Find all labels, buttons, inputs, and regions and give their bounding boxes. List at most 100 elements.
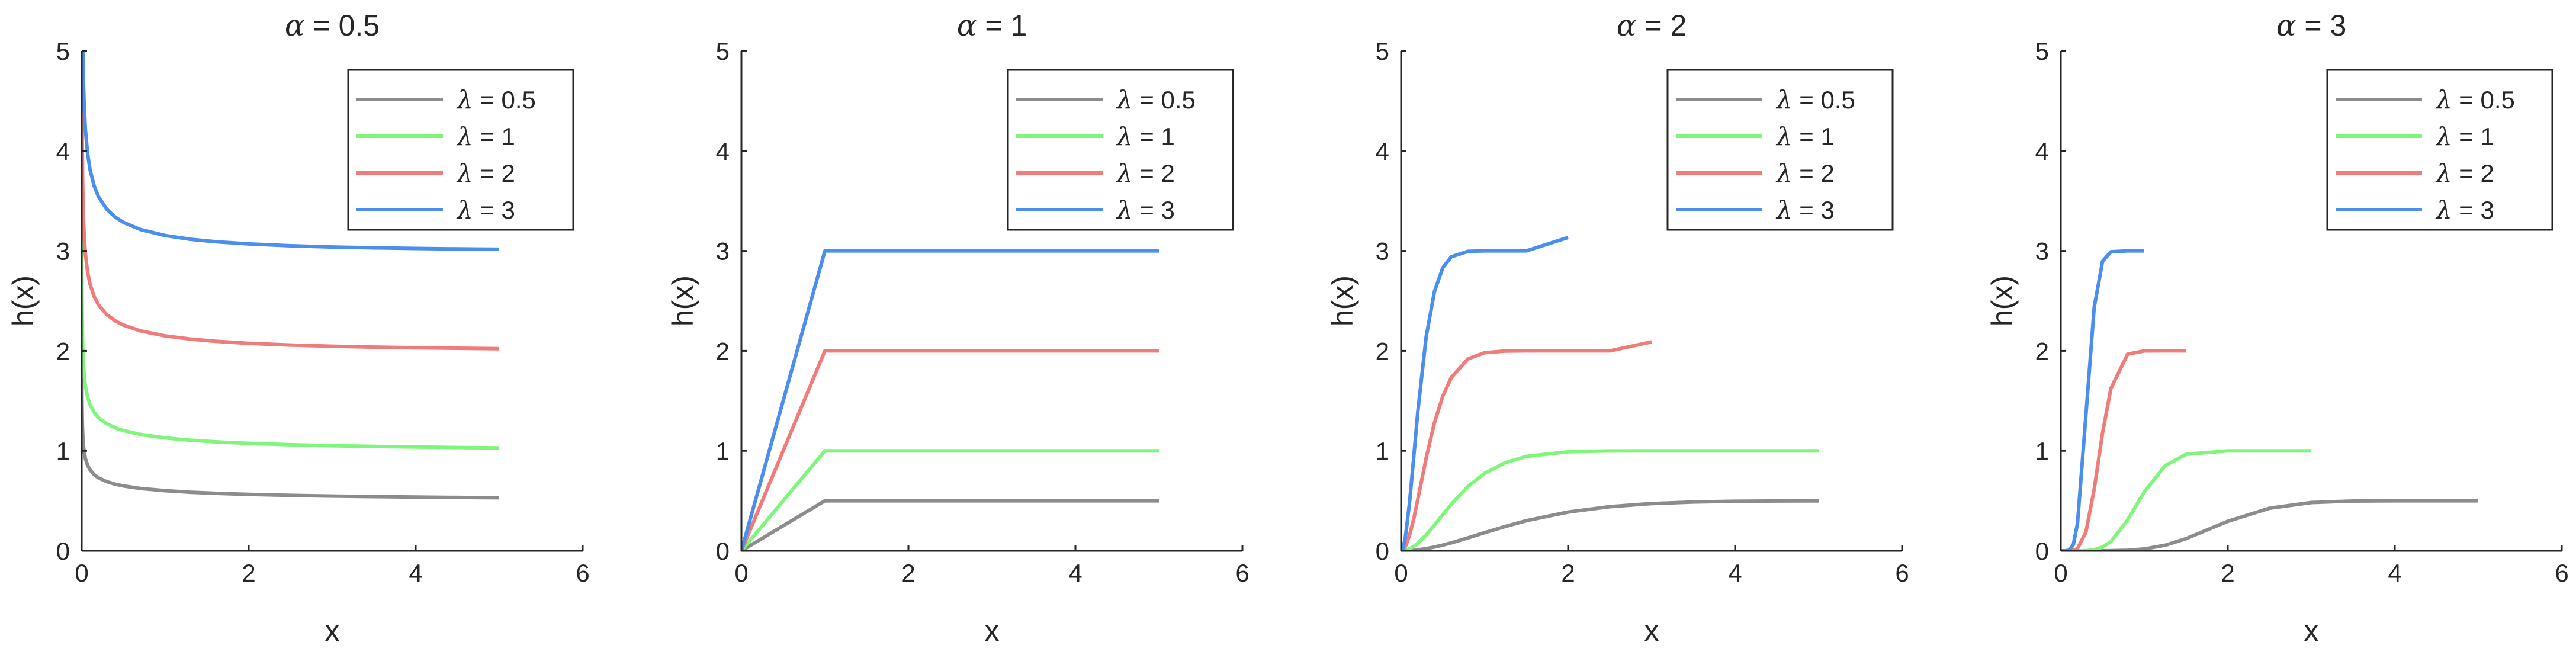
x-tick-label: 6 bbox=[576, 559, 589, 587]
series-line-2 bbox=[2061, 449, 2311, 551]
legend-symbol: λ bbox=[1775, 159, 1793, 188]
legend-entry-4: λ = 3 bbox=[1775, 195, 1835, 224]
title-value: = 0.5 bbox=[305, 9, 380, 42]
y-tick-label: 0 bbox=[716, 537, 730, 565]
y-tick-label: 2 bbox=[2035, 337, 2049, 365]
y-tick-label: 5 bbox=[716, 37, 730, 65]
legend-value: = 0.5 bbox=[473, 86, 536, 114]
legend-symbol: λ bbox=[456, 85, 473, 114]
chart-title: α = 1 bbox=[957, 8, 1027, 43]
y-tick-label: 5 bbox=[2035, 37, 2049, 65]
series-line-2 bbox=[1401, 449, 1819, 551]
legend-value: = 3 bbox=[2452, 196, 2494, 224]
y-tick-label: 4 bbox=[1376, 137, 1389, 165]
legend-entry-2: λ = 1 bbox=[1775, 122, 1835, 151]
y-tick-label: 1 bbox=[1376, 437, 1389, 465]
series-line-1 bbox=[82, 228, 500, 500]
legend-value: = 3 bbox=[473, 196, 515, 224]
series-line-4 bbox=[1401, 236, 1569, 551]
legend-value: = 2 bbox=[1793, 159, 1835, 187]
legend-entry-1: λ = 0.5 bbox=[456, 85, 536, 114]
y-tick-label: 4 bbox=[56, 137, 70, 165]
legend-box bbox=[347, 69, 574, 231]
legend: λ = 0.5λ = 1λ = 2λ = 3 bbox=[1007, 69, 1234, 231]
series-line-1 bbox=[741, 499, 1159, 551]
x-tick-label: 4 bbox=[1728, 559, 1742, 587]
x-axis-label: x bbox=[2304, 614, 2319, 647]
title-symbol: α bbox=[957, 8, 977, 43]
legend-value: = 2 bbox=[1133, 159, 1175, 187]
legend-entry-1: λ = 0.5 bbox=[1775, 85, 1855, 114]
legend-symbol: λ bbox=[456, 195, 473, 224]
y-tick-label: 1 bbox=[716, 437, 730, 465]
x-tick-label: 2 bbox=[242, 559, 255, 587]
legend-value: = 1 bbox=[2452, 123, 2494, 150]
y-tick-label: 2 bbox=[56, 337, 70, 365]
legend-value: = 0.5 bbox=[2452, 86, 2515, 114]
y-tick-label: 3 bbox=[716, 237, 730, 265]
legend-box bbox=[1666, 69, 1894, 231]
legend-value: = 0.5 bbox=[1793, 86, 1855, 114]
legend-value: = 3 bbox=[1133, 196, 1175, 224]
title-symbol: α bbox=[285, 8, 305, 43]
y-tick-label: 0 bbox=[2035, 537, 2049, 565]
y-axis-label: h(x) bbox=[1326, 275, 1359, 326]
series-group bbox=[2061, 249, 2478, 551]
y-tick-label: 5 bbox=[1376, 37, 1389, 65]
x-axis-label: x bbox=[985, 614, 1000, 647]
x-tick-label: 6 bbox=[1895, 559, 1909, 587]
series-line-3 bbox=[741, 349, 1159, 551]
title-value: = 3 bbox=[2296, 9, 2346, 42]
series-group bbox=[741, 249, 1159, 551]
y-tick-label: 3 bbox=[56, 237, 70, 265]
legend-symbol: λ bbox=[1116, 159, 1133, 188]
legend-symbol: λ bbox=[1775, 85, 1793, 114]
y-tick-label: 2 bbox=[1376, 337, 1389, 365]
legend: λ = 0.5λ = 1λ = 2λ = 3 bbox=[347, 69, 574, 231]
y-tick-label: 3 bbox=[2035, 237, 2049, 265]
y-tick-label: 0 bbox=[1376, 537, 1389, 565]
legend-value: = 2 bbox=[473, 159, 515, 187]
legend-entry-4: λ = 3 bbox=[456, 195, 515, 224]
legend-value: = 2 bbox=[2452, 159, 2494, 187]
title-symbol: α bbox=[2276, 8, 2296, 43]
y-tick-label: 1 bbox=[2035, 437, 2049, 465]
legend-entry-3: λ = 2 bbox=[2435, 159, 2494, 188]
x-axis-label: x bbox=[325, 614, 340, 647]
legend: λ = 0.5λ = 1λ = 2λ = 3 bbox=[1666, 69, 1894, 231]
series-line-2 bbox=[741, 449, 1159, 551]
legend: λ = 0.5λ = 1λ = 2λ = 3 bbox=[2326, 69, 2553, 231]
series-line-4 bbox=[741, 249, 1159, 551]
legend-entry-4: λ = 3 bbox=[2435, 195, 2494, 224]
y-axis-label: h(x) bbox=[7, 275, 40, 326]
y-axis-label: h(x) bbox=[666, 275, 699, 326]
series-line-1 bbox=[1401, 499, 1819, 551]
y-tick-label: 2 bbox=[716, 337, 730, 365]
x-tick-label: 4 bbox=[1068, 559, 1082, 587]
y-tick-label: 3 bbox=[1376, 237, 1389, 265]
legend-entry-2: λ = 1 bbox=[2435, 122, 2494, 151]
title-value: = 2 bbox=[1636, 9, 1687, 42]
chart-title: α = 2 bbox=[1617, 8, 1687, 43]
legend-symbol: λ bbox=[456, 122, 473, 151]
legend-value: = 1 bbox=[1793, 123, 1835, 150]
legend-value: = 3 bbox=[1793, 196, 1835, 224]
y-tick-label: 1 bbox=[56, 437, 70, 465]
legend-entry-3: λ = 2 bbox=[456, 159, 515, 188]
series-line-3 bbox=[2061, 349, 2186, 551]
title-value: = 1 bbox=[977, 9, 1027, 42]
legend-entry-3: λ = 2 bbox=[1775, 159, 1835, 188]
legend-symbol: λ bbox=[2435, 159, 2452, 188]
legend-value: = 1 bbox=[473, 123, 515, 150]
legend-symbol: λ bbox=[2435, 122, 2452, 151]
legend-value: = 1 bbox=[1133, 123, 1175, 150]
series-line-4 bbox=[2061, 249, 2144, 551]
x-tick-label: 4 bbox=[2388, 559, 2401, 587]
legend-entry-3: λ = 2 bbox=[1116, 159, 1175, 188]
y-tick-label: 0 bbox=[56, 537, 70, 565]
x-tick-label: 2 bbox=[2221, 559, 2234, 587]
